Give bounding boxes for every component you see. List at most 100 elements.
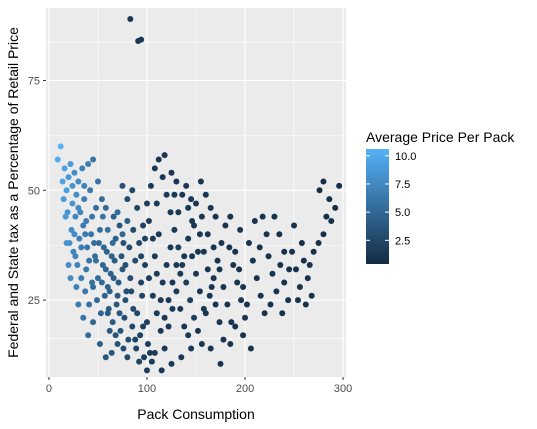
data-point xyxy=(320,179,326,185)
data-point xyxy=(316,240,322,246)
data-point xyxy=(185,332,191,338)
data-point xyxy=(89,214,95,220)
data-point xyxy=(166,323,172,329)
data-point xyxy=(103,205,109,211)
data-point xyxy=(63,214,69,220)
data-point xyxy=(236,266,242,272)
data-point xyxy=(183,183,189,189)
y-axis-title: Federal and State tax as a Percentage of… xyxy=(5,27,21,358)
data-point xyxy=(68,161,74,167)
data-point xyxy=(332,205,338,211)
data-point xyxy=(220,337,226,343)
data-point xyxy=(189,253,195,259)
data-point xyxy=(218,240,224,246)
data-point xyxy=(191,315,197,321)
data-point xyxy=(66,174,72,180)
legend-tick-label: 10.0 xyxy=(395,151,416,163)
data-point xyxy=(127,275,133,281)
data-point xyxy=(228,319,234,325)
data-point xyxy=(328,218,334,224)
data-point xyxy=(264,231,270,237)
data-point xyxy=(281,280,287,286)
data-point xyxy=(193,271,199,277)
data-point xyxy=(73,284,79,290)
data-point xyxy=(301,258,307,264)
data-point xyxy=(286,266,292,272)
data-point xyxy=(125,337,131,343)
data-point xyxy=(317,187,323,193)
data-point xyxy=(71,231,77,237)
data-point xyxy=(217,266,223,272)
data-point xyxy=(217,319,223,325)
x-tick-label: 100 xyxy=(138,383,156,395)
data-point xyxy=(199,214,205,220)
data-point xyxy=(79,165,85,171)
data-point xyxy=(127,16,133,22)
data-point xyxy=(168,209,174,215)
data-point xyxy=(109,253,115,259)
data-point xyxy=(299,240,305,246)
data-point xyxy=(168,361,174,367)
data-point xyxy=(307,262,313,268)
data-point xyxy=(71,170,77,176)
data-point xyxy=(323,214,329,220)
data-point xyxy=(240,284,246,290)
x-tick-label: 0 xyxy=(46,383,52,395)
data-point xyxy=(137,332,143,338)
data-point xyxy=(78,244,84,250)
data-point xyxy=(266,253,272,259)
data-point xyxy=(103,354,109,360)
data-point xyxy=(66,262,72,268)
data-point xyxy=(55,157,61,163)
data-point xyxy=(254,275,260,281)
data-point xyxy=(88,231,94,237)
data-point xyxy=(136,359,142,365)
data-point xyxy=(177,306,183,312)
data-point xyxy=(250,258,256,264)
data-point xyxy=(281,249,287,255)
data-point xyxy=(144,200,150,206)
data-point xyxy=(82,288,88,294)
data-point xyxy=(72,253,78,259)
data-point xyxy=(158,328,164,334)
data-point xyxy=(136,240,142,246)
data-point xyxy=(246,240,252,246)
data-point xyxy=(67,240,73,246)
data-point xyxy=(130,227,136,233)
x-axis-title: Pack Consumption xyxy=(137,406,255,422)
data-point xyxy=(90,157,96,163)
data-point xyxy=(121,315,127,321)
data-point xyxy=(134,205,140,211)
data-point xyxy=(169,280,175,286)
data-point xyxy=(132,337,138,343)
data-point xyxy=(234,280,240,286)
data-point xyxy=(154,271,160,277)
data-point xyxy=(185,205,191,211)
data-point xyxy=(107,328,113,334)
data-point xyxy=(120,345,126,351)
data-point xyxy=(207,293,213,299)
data-point xyxy=(160,280,166,286)
data-point xyxy=(156,157,162,163)
data-point xyxy=(75,179,81,185)
data-point xyxy=(177,271,183,277)
data-point xyxy=(305,275,311,281)
data-point xyxy=(262,310,268,316)
data-point xyxy=(140,323,146,329)
data-point xyxy=(178,354,184,360)
data-point xyxy=(162,315,168,321)
data-point xyxy=(73,192,79,198)
data-point xyxy=(141,354,147,360)
data-point xyxy=(81,183,87,189)
data-point xyxy=(90,319,96,325)
data-point xyxy=(197,231,203,237)
data-point xyxy=(293,266,299,272)
data-point xyxy=(175,209,181,215)
data-point xyxy=(138,280,144,286)
data-point xyxy=(220,284,226,290)
data-point xyxy=(273,288,279,294)
data-point xyxy=(110,319,116,325)
data-point xyxy=(118,328,124,334)
data-point xyxy=(142,262,148,268)
